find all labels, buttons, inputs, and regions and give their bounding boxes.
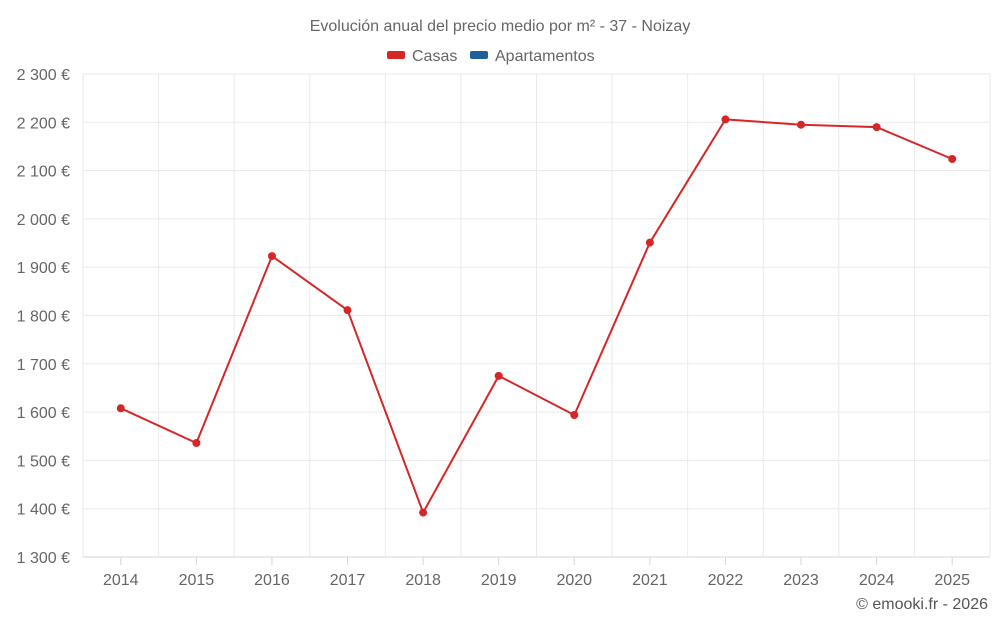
y-tick-label: 1 900 € [17, 260, 70, 277]
series-line [120, 118, 953, 514]
data-point[interactable] [116, 404, 125, 413]
y-tick-label: 2 100 € [17, 164, 70, 181]
legend: Casas Apartamentos [387, 48, 595, 65]
legend-item-casas[interactable]: Casas [387, 48, 457, 65]
y-tick-label: 1 400 € [17, 502, 70, 519]
data-point[interactable] [343, 306, 352, 315]
x-tick-label: 2022 [708, 572, 744, 589]
x-tick-label: 2019 [481, 572, 517, 589]
legend-swatch-casas [387, 51, 405, 59]
x-tick-label: 2025 [934, 572, 970, 589]
x-tick-label: 2016 [254, 572, 290, 589]
legend-label-casas: Casas [412, 48, 457, 65]
series-casas [116, 115, 957, 517]
y-tick-label: 2 300 € [17, 67, 70, 84]
data-point[interactable] [192, 439, 201, 448]
y-tick-label: 1 300 € [17, 550, 70, 567]
y-axis: 1 300 € 1 400 € 1 500 € 1 600 € 1 700 € 1 800… [17, 67, 70, 567]
legend-swatch-apartamentos [470, 51, 488, 59]
data-point[interactable] [267, 252, 276, 261]
x-tick-label: 2014 [103, 572, 139, 589]
data-point[interactable] [797, 120, 806, 129]
data-point[interactable] [721, 115, 730, 124]
y-tick-label: 1 800 € [17, 309, 70, 326]
legend-label-apartamentos: Apartamentos [495, 48, 595, 65]
data-point[interactable] [948, 155, 957, 164]
data-point[interactable] [872, 123, 881, 132]
y-tick-label: 1 700 € [17, 357, 70, 374]
data-point[interactable] [494, 371, 503, 380]
legend-item-apartamentos[interactable]: Apartamentos [470, 48, 595, 65]
x-tick-label: 2023 [783, 572, 819, 589]
y-tick-label: 1 500 € [17, 453, 70, 470]
y-tick-label: 1 600 € [17, 405, 70, 422]
x-tick-label: 2018 [405, 572, 441, 589]
data-point[interactable] [645, 238, 654, 247]
data-point[interactable] [570, 410, 579, 419]
data-point[interactable] [419, 508, 428, 517]
credit-text: © emooki.fr - 2026 [856, 596, 988, 613]
grid [82, 73, 991, 558]
y-tick-label: 2 000 € [17, 212, 70, 229]
x-tick-label: 2017 [330, 572, 366, 589]
chart-title: Evolución anual del precio medio por m² … [310, 18, 691, 35]
x-tick-label: 2024 [859, 572, 895, 589]
x-tick-label: 2021 [632, 572, 668, 589]
x-tick-label: 2020 [556, 572, 592, 589]
x-axis: 2014 2015 2016 2017 2018 2019 2020 2021 2022 2023… [103, 557, 970, 589]
y-tick-label: 2 200 € [17, 115, 70, 132]
x-tick-label: 2015 [179, 572, 215, 589]
